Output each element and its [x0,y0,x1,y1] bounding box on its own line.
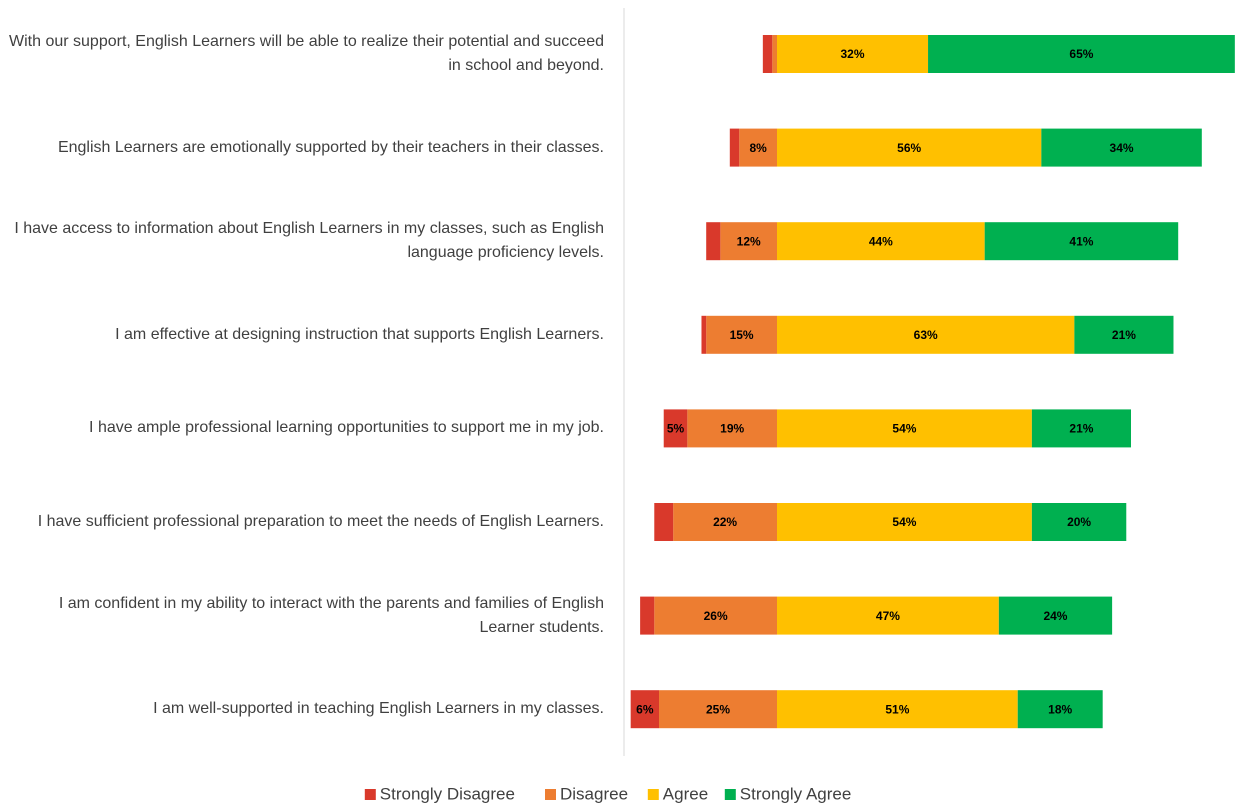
bar-segment [777,409,1032,448]
data-label: 20% [1067,515,1091,529]
category-label: I have access to information about Engli… [14,220,604,262]
bar-segment [777,690,1018,729]
category-label: English Learners are emotionally support… [57,138,604,156]
bar-segment [654,503,674,541]
bar-segment [1031,503,1127,541]
bar-segment [984,222,1179,261]
bar-segment [777,222,985,261]
bar-segment [663,409,688,448]
bar-segment [720,222,777,261]
bar-segment [762,35,773,73]
data-label: 65% [1069,47,1093,61]
bar-segment [687,409,777,448]
data-label: 47% [876,609,900,623]
data-label: 5% [667,422,685,436]
bar-segment [630,690,659,729]
data-label: 51% [885,702,909,716]
data-label: 26% [704,609,728,623]
data-label: 54% [892,422,916,436]
data-label: 24% [1043,609,1067,623]
bar-segment [1074,315,1174,354]
data-label: 32% [841,47,865,61]
data-label: 21% [1112,328,1136,342]
legend-swatch [364,789,376,800]
bar-segment [640,596,655,635]
data-label: 15% [730,328,754,342]
bar-segment [1031,409,1131,448]
bar-segment [777,315,1075,354]
category-label: I am effective at designing instruction … [115,325,604,343]
bar-segment [706,222,721,261]
category-label: I am confident in my ability to interact… [58,594,604,636]
bar-segment [777,128,1042,167]
data-label: 63% [914,328,938,342]
data-label: 56% [897,141,921,155]
data-label: 6% [636,702,654,716]
category-label: With our support, English Learners will … [9,33,604,74]
data-label: 25% [706,702,730,716]
data-label: 18% [1048,702,1072,716]
bar-segment [701,315,707,354]
category-label: I am well-supported in teaching English … [153,700,604,718]
bar-segment [777,596,999,635]
bar-segment [928,35,1235,73]
legend-label: Strongly Disagree [380,784,515,803]
data-label: 19% [720,422,744,436]
data-label: 44% [869,234,893,248]
legend-swatch [647,789,659,800]
data-label: 8% [749,141,767,155]
bar-segment [998,596,1113,635]
bar-segment [706,315,777,354]
bar-segment [777,503,1032,541]
data-label: 12% [737,234,761,248]
bar-segment [659,690,777,729]
bar-segment [1017,690,1103,729]
category-label: I have ample professional learning oppor… [89,419,604,437]
legend-label: Agree [663,784,708,803]
bar-segment [1041,128,1202,167]
data-label: 22% [713,515,737,529]
legend-label: Strongly Agree [740,784,852,803]
data-label: 41% [1069,234,1093,248]
data-label: 34% [1110,141,1134,155]
legend-swatch [545,789,556,800]
legend-swatch [724,789,736,800]
bar-segment [673,503,777,541]
bar-segment [739,128,777,167]
bar-segment [654,596,777,635]
data-label: 54% [892,515,916,529]
bar-segment [777,35,929,73]
category-label: I have sufficient professional preparati… [37,513,604,530]
legend-label: Disagree [560,784,628,803]
bar-segment [772,35,777,73]
bar-segment [729,128,740,167]
data-label: 21% [1069,422,1093,436]
